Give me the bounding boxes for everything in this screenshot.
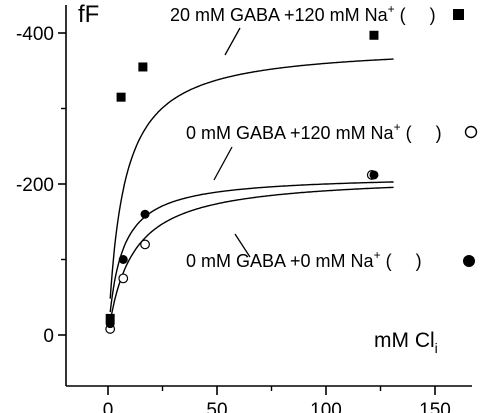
series-label-1-text: 20 mM GABA +120 mM Na [170,5,389,25]
x-axis-label-subscript: i [435,340,438,356]
x-tick-label-2: 100 [310,400,342,413]
series-label-2-marker [464,125,478,139]
data-markers [105,30,379,334]
series-label-3-text: 0 mM GABA +0 mM Na [186,251,375,271]
leader-line-3 [234,233,251,258]
series-label-3-sup: + [374,248,381,262]
series-label-2-sup: + [394,120,401,134]
series-1-point-4 [369,30,379,40]
series-label-1: 20 mM GABA +120 mM Na+ () [170,2,436,25]
series-1-point-3 [138,62,148,72]
series-label-1-close: ) [430,5,436,25]
fit-curve-3 [109,186,394,322]
x-tick-label-1: 50 [206,400,227,413]
x-tick-label-0: 0 [103,400,114,413]
series-label-2-text: 0 mM GABA +120 mM Na [186,123,395,143]
fit-curve-1 [109,58,394,299]
series-label-2-close: ) [436,123,442,143]
leader-line-2 [213,146,233,181]
series-1-point-2 [116,92,126,102]
series-label-2: 0 mM GABA +120 mM Na+ () [186,120,442,143]
ticks: 0 50 100 150 -400 -200 0 [16,24,451,413]
series-label-3-marker [463,255,475,267]
series-2-point-3 [140,239,150,250]
x-axis-label-main: mM Cl [374,329,435,352]
y-tick-label-0: -400 [16,24,54,45]
series-3-point-2 [118,255,128,264]
x-axis-label: mM Cli [374,329,438,356]
series-label-2-open: ( [406,123,412,143]
fit-curves [109,58,394,322]
series-2-point-2 [118,273,129,284]
series-3-point-4 [369,170,379,180]
y-tick-label-2: 0 [43,326,54,347]
x-tick-label-3: 150 [419,400,451,413]
fit-curve-2 [109,181,394,313]
series-label-1-sup: + [388,2,395,16]
series-label-1-marker [453,9,464,20]
leader-line-1 [224,27,241,56]
leader-lines [213,27,251,258]
series-label-3: 0 mM GABA +0 mM Na+ () [186,248,422,271]
series-label-3-close: ) [416,251,422,271]
series-label-3-open: ( [386,251,392,271]
series-label-1-open: ( [400,5,406,25]
series-1-point-1 [105,313,115,323]
y-axis-unit: fF [78,1,99,28]
series-3-point-3 [140,209,150,219]
y-tick-label-1: -200 [16,175,54,196]
series-3-point-1 [105,319,115,329]
